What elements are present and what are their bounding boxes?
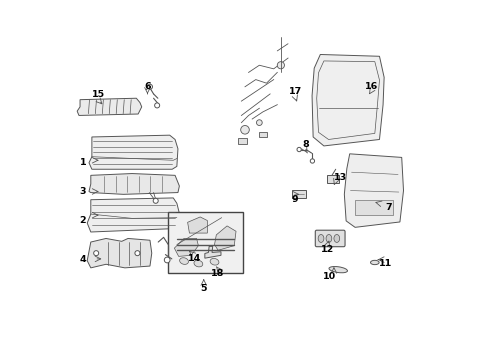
Polygon shape xyxy=(89,135,178,169)
Polygon shape xyxy=(87,198,180,232)
Text: 10: 10 xyxy=(323,271,336,280)
Text: 8: 8 xyxy=(303,140,309,149)
Text: 3: 3 xyxy=(80,187,86,196)
Bar xyxy=(327,175,339,183)
Circle shape xyxy=(135,251,140,256)
Text: 14: 14 xyxy=(188,254,201,263)
Text: 5: 5 xyxy=(200,284,207,293)
Ellipse shape xyxy=(334,234,340,242)
Text: 6: 6 xyxy=(144,82,151,91)
Polygon shape xyxy=(215,226,236,250)
Ellipse shape xyxy=(370,260,379,265)
Polygon shape xyxy=(312,54,384,146)
Polygon shape xyxy=(188,217,207,233)
Circle shape xyxy=(155,103,160,108)
Text: 18: 18 xyxy=(211,269,225,278)
Bar xyxy=(355,201,393,215)
Polygon shape xyxy=(77,98,142,116)
Ellipse shape xyxy=(194,260,203,267)
Circle shape xyxy=(147,84,152,89)
Text: 13: 13 xyxy=(334,173,346,182)
Circle shape xyxy=(310,159,315,163)
Ellipse shape xyxy=(318,234,324,242)
Polygon shape xyxy=(174,238,198,256)
Ellipse shape xyxy=(326,234,332,242)
Ellipse shape xyxy=(210,258,219,265)
Text: 12: 12 xyxy=(321,246,334,255)
Circle shape xyxy=(256,120,262,126)
Polygon shape xyxy=(87,238,152,268)
Polygon shape xyxy=(205,246,221,258)
Text: 16: 16 xyxy=(365,82,378,91)
Ellipse shape xyxy=(180,258,189,264)
Circle shape xyxy=(153,198,158,203)
Text: 2: 2 xyxy=(79,216,86,225)
Circle shape xyxy=(164,257,170,263)
Circle shape xyxy=(277,62,285,69)
Text: 15: 15 xyxy=(92,90,105,99)
Text: 17: 17 xyxy=(289,86,302,95)
Polygon shape xyxy=(344,154,403,227)
Circle shape xyxy=(94,251,98,256)
Circle shape xyxy=(297,147,301,152)
Text: 4: 4 xyxy=(79,255,86,264)
Circle shape xyxy=(241,126,249,134)
Bar xyxy=(293,190,306,198)
Ellipse shape xyxy=(329,266,347,273)
Text: 7: 7 xyxy=(385,203,392,212)
FancyBboxPatch shape xyxy=(315,230,345,247)
Text: 9: 9 xyxy=(292,195,298,204)
Bar xyxy=(238,138,247,144)
Bar xyxy=(259,132,267,137)
Text: 11: 11 xyxy=(379,259,392,268)
Polygon shape xyxy=(89,174,179,194)
Text: 1: 1 xyxy=(79,158,86,167)
Bar xyxy=(168,212,243,273)
